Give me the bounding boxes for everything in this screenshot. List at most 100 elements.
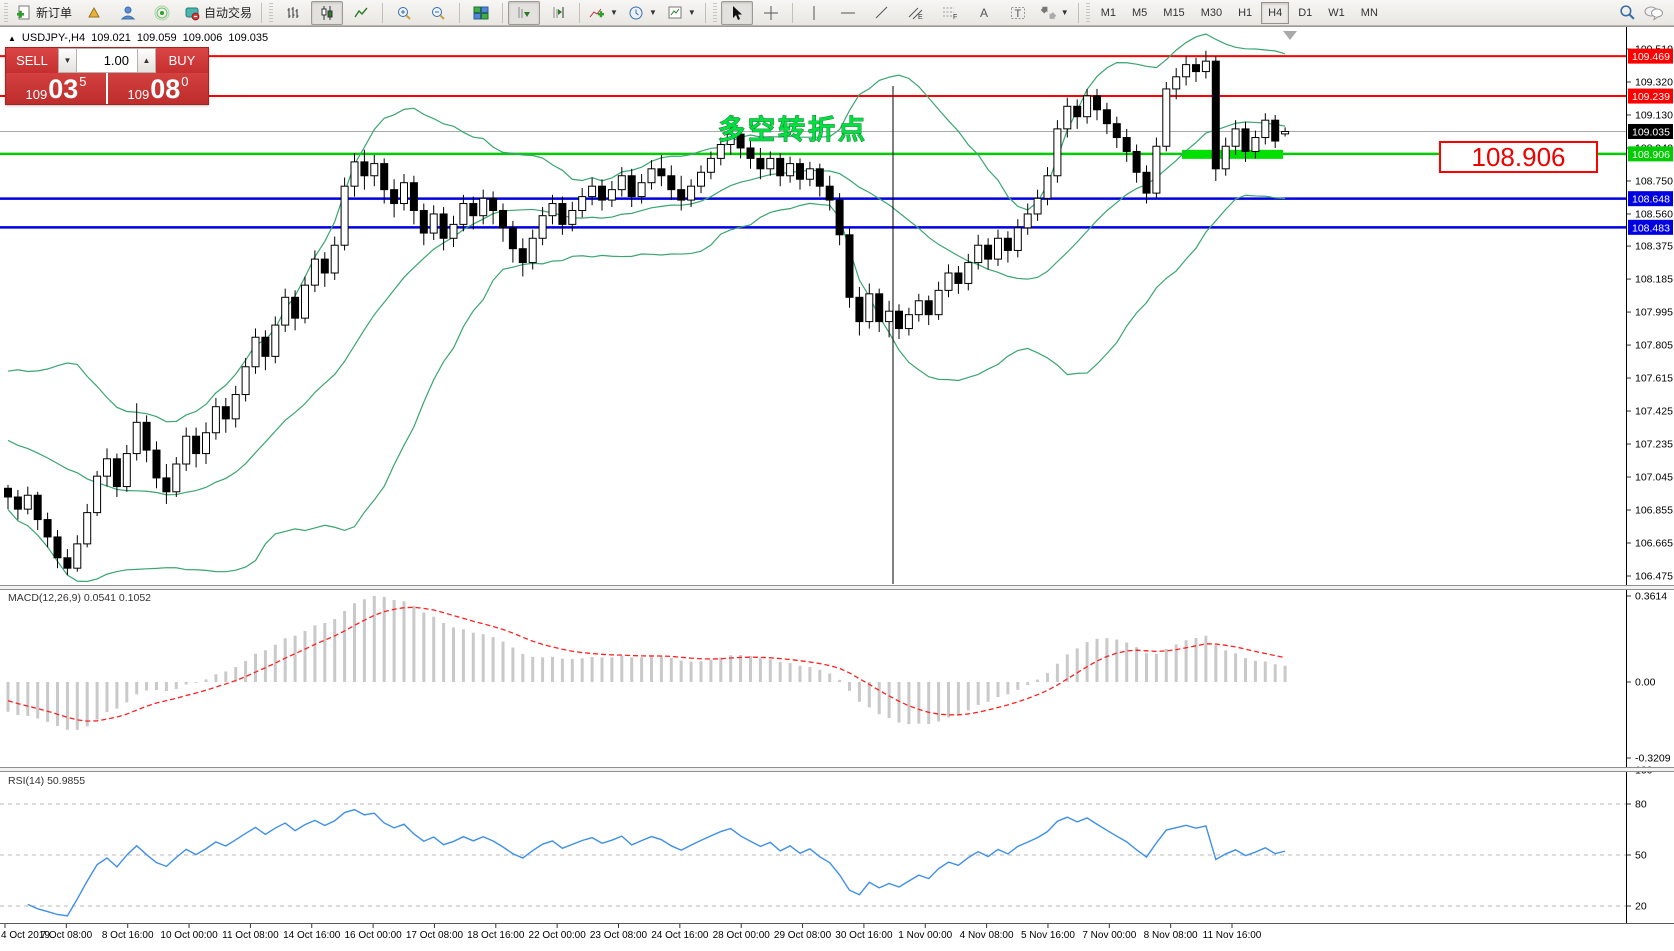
- bear-candle: [677, 189, 686, 201]
- macd-histogram-bar: [541, 657, 545, 682]
- macd-histogram-bar: [887, 682, 891, 719]
- bull-candle: [548, 203, 557, 217]
- time-label: 8 Nov 08:00: [1144, 930, 1198, 941]
- new-order-label: 新订单: [36, 6, 73, 20]
- symbol-info-line: ▲ USDJPY-,H4 109.021 109.059 109.006 109…: [8, 32, 268, 44]
- macd-histogram-bar: [709, 659, 713, 682]
- sell-price-button[interactable]: 109 03 5: [6, 73, 106, 104]
- chat-icon[interactable]: [1644, 4, 1664, 21]
- macd-histogram-bar: [1095, 638, 1099, 682]
- macd-histogram-bar: [95, 682, 99, 720]
- price-axis[interactable]: 109.510109.320109.130108.940108.750108.5…: [1627, 27, 1674, 951]
- macd-histogram-bar: [768, 659, 772, 682]
- macd-histogram-bar: [1273, 664, 1277, 682]
- timeframe-button-m15[interactable]: M15: [1163, 6, 1185, 19]
- buy-price-button[interactable]: 109 08 0: [108, 73, 208, 104]
- rsi-panel-splitter[interactable]: [0, 767, 1674, 772]
- price-tag-text: 108.906: [1472, 142, 1566, 172]
- time-label: 1 Nov 00:00: [898, 930, 952, 941]
- arrows-button[interactable]: ▼: [1036, 1, 1073, 25]
- macd-panel-splitter[interactable]: [0, 585, 1674, 590]
- line-chart-button[interactable]: [345, 1, 377, 25]
- vertical-line-button[interactable]: [798, 1, 830, 25]
- autotrading-button[interactable]: 自动交易: [180, 1, 256, 25]
- timeframe-button-mn[interactable]: MN: [1360, 6, 1378, 19]
- bear-candle: [835, 199, 844, 236]
- timeframe-button-w1[interactable]: W1: [1328, 6, 1345, 19]
- periods-button[interactable]: ▼: [624, 1, 661, 25]
- buy-button[interactable]: BUY: [156, 48, 208, 73]
- cursor-button[interactable]: [720, 0, 753, 25]
- macd-signal-line: [7, 606, 1286, 722]
- bull-candle: [1152, 145, 1161, 194]
- macd-histogram-bar: [432, 616, 436, 682]
- macd-histogram-bar: [323, 622, 327, 682]
- bull-candle: [340, 185, 349, 246]
- macd-histogram-bar: [402, 601, 406, 682]
- horizontal-line-button[interactable]: [832, 1, 864, 25]
- bear-candle: [499, 209, 507, 229]
- text-label-button[interactable]: T: [1002, 1, 1034, 25]
- macd-histogram-bar: [382, 596, 386, 682]
- macd-histogram-bar: [26, 682, 30, 716]
- bar-chart-icon: [287, 6, 299, 18]
- rsi-line: [27, 808, 1286, 917]
- bull-candle: [202, 432, 210, 455]
- timeframe-button-m1[interactable]: M1: [1100, 6, 1116, 19]
- search-icon[interactable]: [1619, 4, 1636, 21]
- timeframe-button-d1[interactable]: D1: [1298, 6, 1313, 19]
- bull-candle: [251, 336, 260, 368]
- signals-button[interactable]: [146, 1, 178, 25]
- text-button[interactable]: A: [968, 1, 1000, 25]
- zoom-out-button[interactable]: [422, 1, 454, 25]
- macd-histogram-bar: [1065, 654, 1069, 682]
- timeframe-button-h1[interactable]: H1: [1238, 6, 1253, 19]
- toolbar-grip[interactable]: [712, 2, 717, 23]
- fibonacci-button[interactable]: F: [934, 1, 966, 25]
- chart-shift-button[interactable]: [542, 1, 574, 25]
- community-button[interactable]: [112, 1, 144, 25]
- macd-histogram-bar: [392, 599, 396, 682]
- templates-button[interactable]: ▼: [663, 1, 700, 25]
- collapse-panel-arrow-icon[interactable]: ▲: [8, 33, 16, 43]
- bull-candle: [914, 300, 923, 316]
- svg-text:F: F: [953, 14, 957, 21]
- crosshair-button[interactable]: [755, 1, 787, 25]
- equidistant-channel-button[interactable]: E: [900, 1, 932, 25]
- new-order-button[interactable]: 新订单: [12, 1, 76, 25]
- trendline-button[interactable]: [866, 1, 898, 25]
- tile-windows-button[interactable]: [465, 1, 497, 25]
- timeframe-button-m5[interactable]: M5: [1132, 6, 1148, 19]
- profiles-button[interactable]: [78, 1, 110, 25]
- macd-histogram-bar: [1184, 640, 1188, 682]
- macd-histogram-bar: [907, 682, 911, 725]
- time-label: 11 Oct 08:00: [222, 930, 279, 941]
- bear-candle: [924, 300, 933, 316]
- macd-histogram-bar: [481, 634, 485, 682]
- bear-candle: [409, 182, 418, 211]
- auto-scroll-button[interactable]: [508, 0, 541, 25]
- toolbar-grip[interactable]: [1085, 2, 1090, 23]
- volume-increase-button[interactable]: ▲: [137, 48, 156, 73]
- bull-candle: [944, 272, 953, 291]
- toolbar-grip[interactable]: [269, 2, 274, 23]
- timeframe-button-h4[interactable]: H4: [1261, 1, 1290, 24]
- volume-decrease-button[interactable]: ▼: [58, 48, 77, 73]
- macd-histogram-bar: [1085, 642, 1089, 682]
- volume-input[interactable]: 1.00: [77, 48, 137, 73]
- bull-candle: [706, 157, 715, 173]
- indicators-button[interactable]: ▼: [585, 1, 622, 25]
- candlestick-button[interactable]: [311, 0, 344, 25]
- zoom-in-button[interactable]: [388, 1, 420, 25]
- macd-histogram-bar: [719, 657, 723, 682]
- chart-plot-area[interactable]: 多空转折点 108.906 MACD(12,26,9) 0.0541 0.1052 R…: [0, 27, 1627, 951]
- bear-candle: [954, 272, 963, 284]
- chart-window[interactable]: 多空转折点 108.906 MACD(12,26,9) 0.0541 0.1052 R…: [0, 26, 1674, 951]
- bear-candle: [627, 175, 636, 198]
- toolbar-grip[interactable]: [4, 2, 8, 23]
- bar-chart-button[interactable]: [277, 1, 309, 25]
- sell-button[interactable]: SELL: [6, 48, 58, 73]
- time-label: 16 Oct 00:00: [344, 930, 402, 941]
- timeframe-button-m30[interactable]: M30: [1200, 6, 1223, 19]
- bull-candle: [330, 244, 339, 274]
